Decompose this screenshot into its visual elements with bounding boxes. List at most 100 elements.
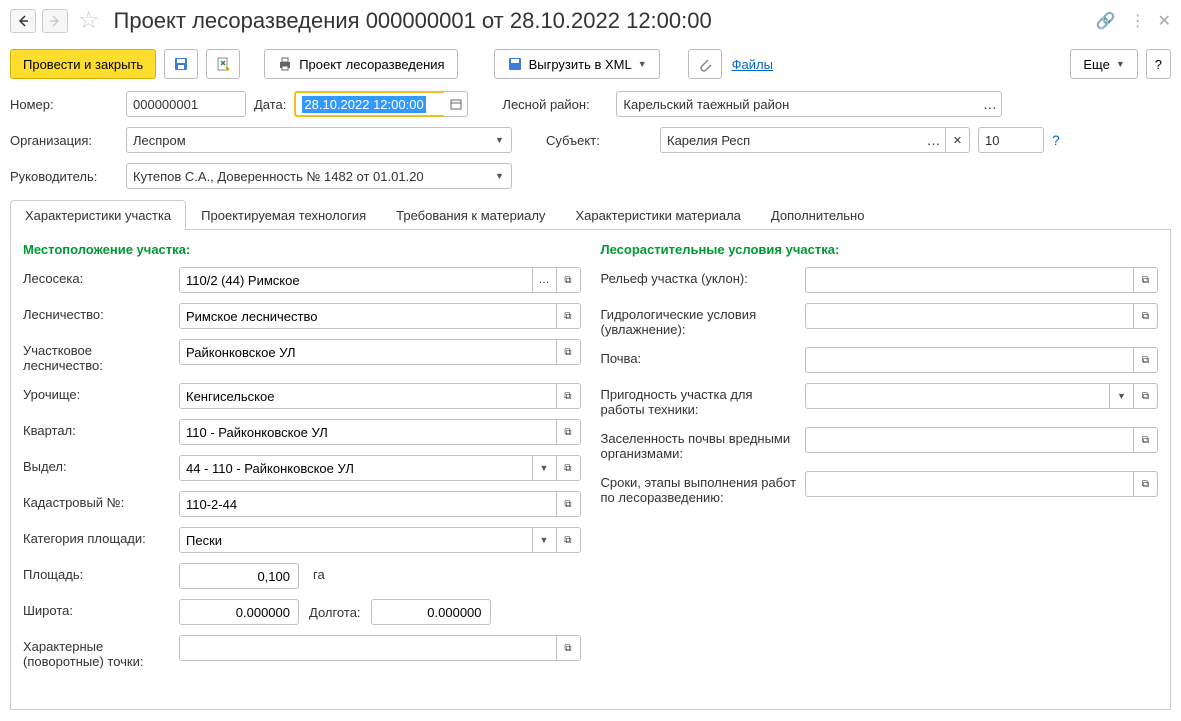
post-button[interactable] [206, 49, 240, 79]
allot-open-button[interactable]: ⧉ [557, 455, 581, 481]
tract-label: Урочище: [23, 383, 171, 402]
save-button[interactable] [164, 49, 198, 79]
plot-label: Лесосека: [23, 267, 171, 286]
nav-back-button[interactable] [10, 9, 36, 33]
quarter-open-button[interactable]: ⧉ [557, 419, 581, 445]
export-xml-button[interactable]: Выгрузить в XML ▼ [494, 49, 660, 79]
suitability-open-button[interactable]: ⧉ [1134, 383, 1158, 409]
area-label: Площадь: [23, 563, 171, 582]
plot-select-button[interactable]: … [533, 267, 557, 293]
date-input[interactable]: 28.10.2022 12:00:00 [294, 91, 444, 117]
hydro-label: Гидрологические условия (увлажнение): [601, 303, 797, 337]
number-input[interactable] [126, 91, 246, 117]
window-title: Проект лесоразведения 000000001 от 28.10… [110, 8, 1090, 34]
tab-characteristics[interactable]: Характеристики участка [10, 200, 186, 230]
soil-input[interactable] [805, 347, 1135, 373]
pest-open-button[interactable]: ⧉ [1134, 427, 1158, 453]
suitability-dropdown-button[interactable]: ▼ [1110, 383, 1134, 409]
tabs: Характеристики участка Проектируемая тех… [10, 199, 1171, 230]
cadastre-open-button[interactable]: ⧉ [557, 491, 581, 517]
forest-region-input[interactable] [616, 91, 978, 117]
subject-input[interactable] [660, 127, 922, 153]
forestry-open-button[interactable]: ⧉ [557, 303, 581, 329]
post-and-close-button[interactable]: Провести и закрыть [10, 49, 156, 79]
tab-material[interactable]: Характеристики материала [560, 200, 755, 230]
subject-help-link[interactable]: ? [1052, 132, 1060, 148]
link-icon[interactable]: 🔗 [1096, 11, 1116, 31]
post-close-label: Провести и закрыть [23, 57, 143, 72]
subject-code-input[interactable] [978, 127, 1044, 153]
relief-open-button[interactable]: ⧉ [1134, 267, 1158, 293]
district-label: Участковое лесничество: [23, 339, 171, 373]
head-input[interactable] [126, 163, 488, 189]
files-link[interactable]: Файлы [732, 57, 773, 72]
tab-requirements[interactable]: Требования к материалу [381, 200, 560, 230]
points-label: Характерные (поворотные) точки: [23, 635, 171, 669]
hydro-open-button[interactable]: ⧉ [1134, 303, 1158, 329]
allot-dropdown-button[interactable]: ▼ [533, 455, 557, 481]
area-input[interactable] [179, 563, 299, 589]
district-input[interactable] [179, 339, 557, 365]
points-input[interactable] [179, 635, 557, 661]
head-dropdown-button[interactable]: ▼ [488, 163, 512, 189]
pest-input[interactable] [805, 427, 1135, 453]
allot-input[interactable] [179, 455, 533, 481]
forest-region-label: Лесной район: [502, 97, 608, 112]
forest-region-select-button[interactable]: … [978, 91, 1002, 117]
org-dropdown-button[interactable]: ▼ [488, 127, 512, 153]
more-menu-icon[interactable]: ⋮ [1130, 11, 1144, 31]
date-label: Дата: [254, 97, 286, 112]
org-label: Организация: [10, 133, 118, 148]
chevron-down-icon: ▼ [1116, 59, 1125, 69]
category-dropdown-button[interactable]: ▼ [533, 527, 557, 553]
allot-label: Выдел: [23, 455, 171, 474]
help-button[interactable]: ? [1146, 49, 1171, 79]
plot-open-button[interactable]: ⧉ [557, 267, 581, 293]
lon-label: Долгота: [309, 605, 361, 620]
attach-button[interactable] [688, 49, 722, 79]
more-button[interactable]: Еще ▼ [1070, 49, 1137, 79]
help-label: ? [1155, 57, 1162, 72]
quarter-label: Квартал: [23, 419, 171, 438]
soil-label: Почва: [601, 347, 797, 366]
quarter-input[interactable] [179, 419, 557, 445]
lat-input[interactable] [179, 599, 299, 625]
hydro-input[interactable] [805, 303, 1135, 329]
print-project-button[interactable]: Проект лесоразведения [264, 49, 457, 79]
nav-forward-button[interactable] [42, 9, 68, 33]
terms-label: Сроки, этапы выполнения работ по лесораз… [601, 471, 797, 505]
district-open-button[interactable]: ⧉ [557, 339, 581, 365]
plot-input[interactable] [179, 267, 533, 293]
terms-input[interactable] [805, 471, 1135, 497]
soil-open-button[interactable]: ⧉ [1134, 347, 1158, 373]
lat-label: Широта: [23, 599, 171, 618]
more-label: Еще [1083, 57, 1109, 72]
tab-technology[interactable]: Проектируемая технология [186, 200, 381, 230]
export-xml-label: Выгрузить в XML [529, 57, 632, 72]
relief-input[interactable] [805, 267, 1135, 293]
forestry-input[interactable] [179, 303, 557, 329]
subject-clear-button[interactable]: ✕ [946, 127, 970, 153]
org-input[interactable] [126, 127, 488, 153]
print-project-label: Проект лесоразведения [299, 57, 444, 72]
favorite-star-icon[interactable]: ☆ [74, 6, 104, 35]
category-label: Категория площади: [23, 527, 171, 546]
category-open-button[interactable]: ⧉ [557, 527, 581, 553]
terms-open-button[interactable]: ⧉ [1134, 471, 1158, 497]
lon-input[interactable] [371, 599, 491, 625]
suitability-input[interactable] [805, 383, 1111, 409]
tract-open-button[interactable]: ⧉ [557, 383, 581, 409]
number-label: Номер: [10, 97, 118, 112]
head-label: Руководитель: [10, 169, 118, 184]
subject-select-button[interactable]: … [922, 127, 946, 153]
points-open-button[interactable]: ⧉ [557, 635, 581, 661]
tab-additional[interactable]: Дополнительно [756, 200, 880, 230]
tract-input[interactable] [179, 383, 557, 409]
cadastre-label: Кадастровый №: [23, 491, 171, 510]
close-icon[interactable]: ✕ [1158, 11, 1171, 31]
category-input[interactable] [179, 527, 533, 553]
cadastre-input[interactable] [179, 491, 557, 517]
chevron-down-icon: ▼ [638, 59, 647, 69]
calendar-button[interactable] [444, 91, 468, 117]
conditions-section-title: Лесорастительные условия участка: [601, 242, 1159, 257]
